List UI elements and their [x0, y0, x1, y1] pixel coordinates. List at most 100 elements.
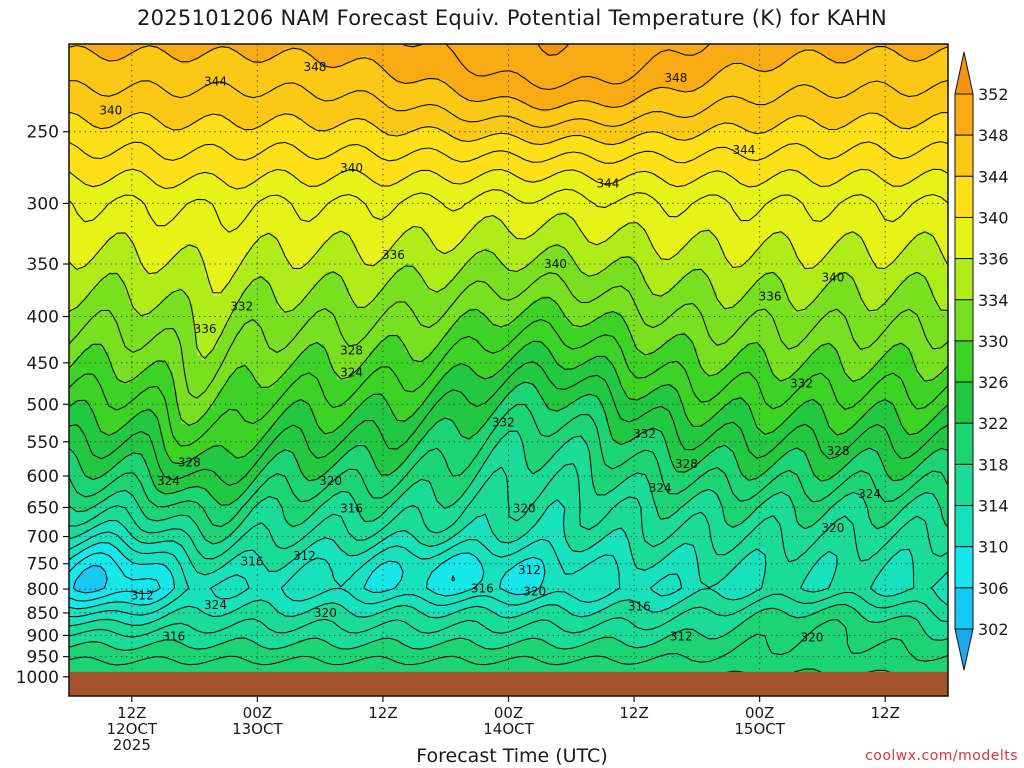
contour-label: 312 — [131, 588, 154, 602]
colorbar-swatch — [954, 216, 974, 260]
contour-label: 340 — [340, 161, 363, 175]
colorbar-swatch — [954, 340, 974, 383]
x-tick-label: 12Z — [871, 704, 900, 722]
y-tick-label: 250 — [27, 123, 59, 143]
y-tick-label: 550 — [27, 433, 59, 453]
contour-label: 328 — [340, 343, 363, 357]
x-tick-label: 00Z — [494, 704, 523, 722]
y-tick-label: 500 — [27, 395, 59, 415]
contour-label: 328 — [178, 456, 201, 470]
contour-label: 348 — [664, 71, 687, 85]
y-tick-label: 950 — [27, 648, 59, 668]
contour-label: 332 — [790, 376, 813, 390]
colorbar-swatch — [954, 93, 974, 136]
colorbar-label: 318 — [978, 455, 1009, 474]
contour-label: 324 — [204, 598, 227, 612]
colorbar-label: 344 — [978, 167, 1009, 186]
contour-label: 324 — [858, 487, 881, 501]
colorbar-label: 306 — [978, 579, 1009, 598]
plot-field — [69, 44, 948, 696]
colorbar-label: 348 — [978, 126, 1009, 145]
contour-label: 328 — [675, 457, 698, 471]
x-tick-label: 00Z — [243, 704, 272, 722]
colorbar-label: 310 — [978, 538, 1009, 557]
x-tick-label: 13OCT — [232, 720, 283, 738]
colorbar-swatch — [954, 546, 974, 589]
colorbar-label: 336 — [978, 250, 1009, 269]
contour-label: 324 — [649, 481, 672, 495]
contour-label: 312 — [670, 630, 693, 644]
colorbar-swatch — [954, 258, 974, 301]
x-tick-label: 12Z — [619, 704, 648, 722]
y-tick-label: 450 — [27, 354, 59, 374]
x-tick-label: 2025 — [113, 736, 151, 754]
contour-label: 332 — [492, 416, 515, 430]
colorbar-label: 330 — [978, 332, 1009, 351]
chart-title: 2025101206 NAM Forecast Equiv. Potential… — [0, 6, 1024, 30]
colorbar-min-arrow — [954, 628, 974, 671]
contour-label: 320 — [801, 631, 824, 645]
colorbar: 352 348 344 340 336 334 330 326 322 318 314 310 306 3… — [954, 51, 1009, 671]
colorbar-swatch — [954, 381, 974, 424]
y-tick-label: 850 — [27, 604, 59, 624]
x-tick-label: 12OCT — [107, 720, 158, 738]
x-axis-title: Forecast Time (UTC) — [0, 745, 1024, 767]
colorbar-label: 302 — [978, 620, 1009, 639]
y-axis: 2503003504004505005506006507007508008509… — [16, 123, 69, 688]
y-tick-label: 1000 — [16, 668, 59, 688]
y-tick-label: 900 — [27, 626, 59, 646]
contour-label: 320 — [314, 606, 337, 620]
contour-label: 328 — [827, 444, 850, 458]
contour-label: 336 — [194, 322, 217, 336]
contour-label: 320 — [319, 474, 342, 488]
contour-label: 340 — [99, 104, 122, 118]
contour-label: 344 — [204, 74, 227, 88]
contour-label: 316 — [340, 502, 363, 516]
y-tick-label: 400 — [27, 308, 59, 328]
y-tick-label: 350 — [27, 255, 59, 275]
colorbar-swatch — [954, 134, 974, 177]
colorbar-swatch — [954, 175, 974, 218]
colorbar-label: 352 — [978, 85, 1009, 104]
y-tick-label: 800 — [27, 580, 59, 600]
x-tick-label: 14OCT — [483, 720, 534, 738]
colorbar-label: 340 — [978, 208, 1009, 227]
y-tick-label: 750 — [27, 555, 59, 575]
contour-label: 320 — [523, 585, 546, 599]
contour-label: 324 — [157, 474, 180, 488]
contour-label: 316 — [628, 599, 651, 613]
colorbar-max-arrow — [954, 51, 974, 95]
contour-label: 340 — [821, 270, 844, 284]
contour-labels: 348 348 344 340 340 344 344 336 340 340 336 332 336 3… — [99, 60, 881, 645]
x-tick-label: 12Z — [368, 704, 397, 722]
y-tick-label: 600 — [27, 467, 59, 487]
contour-label: 340 — [544, 257, 567, 271]
contour-label: 316 — [471, 582, 494, 596]
colorbar-swatch — [954, 299, 974, 342]
colorbar-swatch — [954, 422, 974, 465]
contour-label: 320 — [821, 521, 844, 535]
contour-label: 332 — [230, 300, 253, 314]
ground — [69, 671, 948, 696]
contour-label: 312 — [293, 549, 316, 563]
x-tick-label: 15OCT — [734, 720, 785, 738]
colorbar-label: 314 — [978, 497, 1009, 516]
y-tick-label: 300 — [27, 194, 59, 214]
contour-label: 324 — [340, 365, 363, 379]
contour-label: 348 — [303, 60, 326, 74]
x-tick-label: 12Z — [117, 704, 146, 722]
colorbar-label: 326 — [978, 373, 1009, 392]
colorbar-label: 322 — [978, 414, 1009, 433]
contour-label: 316 — [241, 555, 264, 569]
source-footer: coolwx.com/modelts — [865, 748, 1018, 764]
contour-label: 336 — [759, 289, 782, 303]
contour-label: 344 — [732, 143, 755, 157]
y-tick-label: 700 — [27, 528, 59, 548]
contour-label: 312 — [518, 563, 541, 577]
colorbar-swatch — [954, 587, 974, 630]
colorbar-label: 334 — [978, 291, 1009, 310]
colorbar-swatch — [954, 463, 974, 507]
contour-label: 320 — [513, 502, 536, 516]
